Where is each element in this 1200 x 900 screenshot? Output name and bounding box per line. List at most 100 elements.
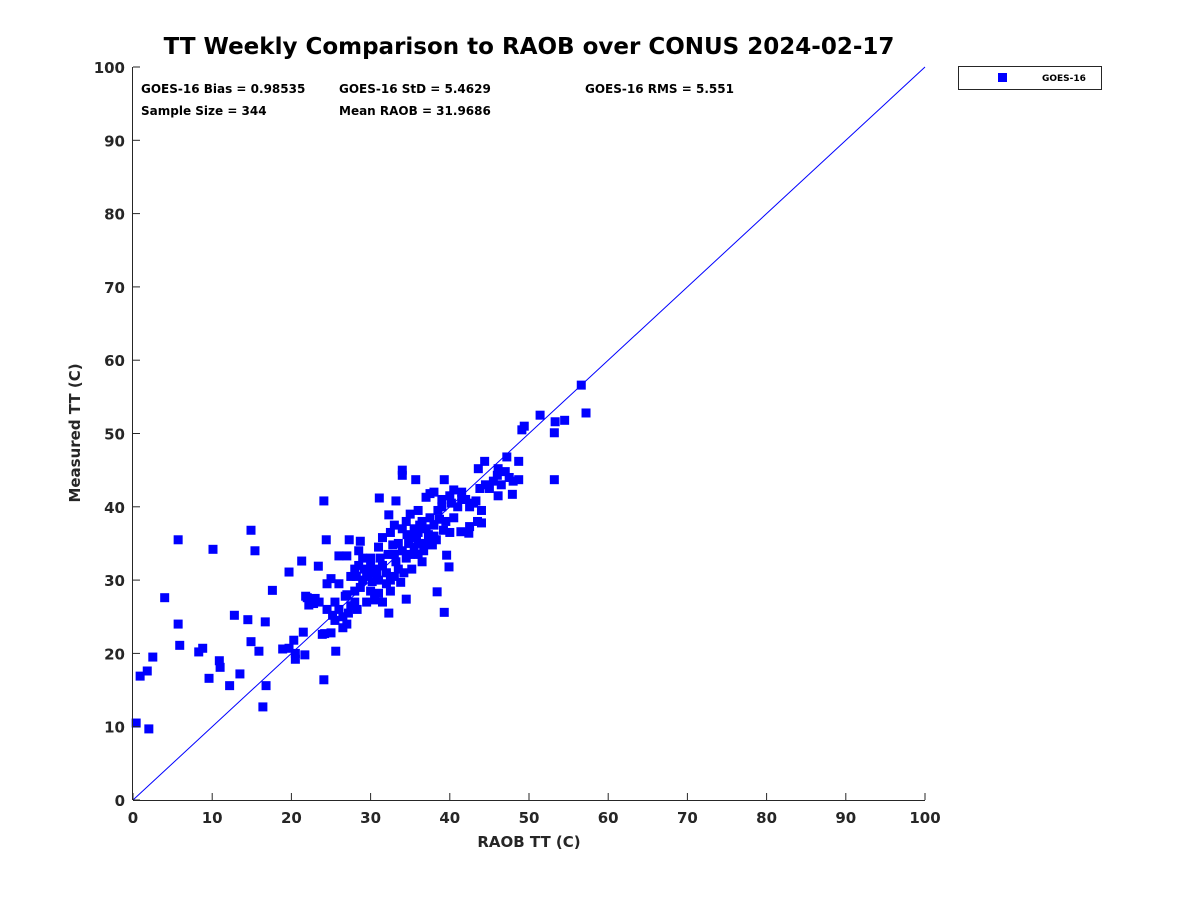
data-point bbox=[396, 577, 406, 587]
data-point bbox=[284, 567, 294, 577]
data-point bbox=[319, 675, 329, 685]
data-point bbox=[449, 485, 459, 495]
data-point bbox=[397, 524, 407, 534]
data-point bbox=[401, 516, 411, 526]
data-point bbox=[208, 544, 218, 554]
data-point bbox=[514, 475, 524, 485]
data-point bbox=[413, 549, 423, 559]
data-point bbox=[321, 535, 331, 545]
y-tick-label: 60 bbox=[104, 352, 125, 370]
data-point bbox=[354, 546, 364, 556]
annotation-sample-size: Sample Size = 344 bbox=[141, 104, 267, 118]
data-point bbox=[391, 557, 401, 567]
data-point bbox=[260, 617, 270, 627]
data-point bbox=[488, 476, 498, 486]
data-point bbox=[438, 525, 448, 535]
data-point bbox=[385, 586, 395, 596]
data-point bbox=[338, 612, 348, 622]
data-point bbox=[413, 538, 423, 548]
data-point bbox=[385, 527, 395, 537]
data-point bbox=[289, 635, 299, 645]
data-point bbox=[246, 637, 256, 647]
data-point bbox=[319, 496, 329, 506]
data-point bbox=[507, 489, 517, 499]
data-point bbox=[461, 494, 471, 504]
data-point bbox=[326, 628, 336, 638]
y-axis-label: Measured TT (C) bbox=[66, 363, 84, 502]
data-point bbox=[444, 562, 454, 572]
y-tick-label: 50 bbox=[104, 426, 125, 444]
data-point bbox=[457, 487, 467, 497]
data-point bbox=[508, 476, 518, 486]
data-point bbox=[476, 518, 486, 528]
legend: GOES-16 bbox=[958, 66, 1102, 90]
data-point bbox=[384, 608, 394, 618]
data-point bbox=[355, 536, 365, 546]
data-point bbox=[331, 646, 341, 656]
data-point bbox=[204, 673, 214, 683]
data-point bbox=[374, 542, 384, 552]
data-point bbox=[549, 475, 559, 485]
data-point bbox=[397, 470, 407, 480]
data-point bbox=[397, 465, 407, 475]
y-tick-label: 40 bbox=[104, 499, 125, 517]
data-point bbox=[446, 498, 456, 508]
data-point bbox=[297, 556, 307, 566]
x-tick-label: 30 bbox=[360, 809, 381, 827]
data-point bbox=[381, 579, 391, 589]
data-point bbox=[290, 648, 300, 658]
data-point bbox=[429, 520, 439, 530]
data-point bbox=[354, 560, 364, 570]
data-point bbox=[173, 619, 183, 629]
y-tick-label: 100 bbox=[94, 59, 125, 77]
data-point bbox=[301, 591, 311, 601]
axes bbox=[132, 66, 926, 801]
data-point bbox=[412, 533, 422, 543]
data-point bbox=[405, 549, 415, 559]
annotation-std: GOES-16 StD = 5.4629 bbox=[339, 82, 491, 96]
data-point bbox=[214, 656, 224, 666]
data-point bbox=[235, 669, 245, 679]
data-point bbox=[198, 643, 208, 653]
data-point bbox=[366, 553, 376, 563]
reference-line bbox=[132, 66, 926, 801]
data-point bbox=[493, 491, 503, 501]
data-point bbox=[560, 415, 570, 425]
data-point bbox=[401, 594, 411, 604]
data-point bbox=[313, 561, 323, 571]
data-point bbox=[278, 644, 288, 654]
data-point bbox=[366, 586, 376, 596]
data-point bbox=[421, 524, 431, 534]
data-point bbox=[431, 535, 441, 545]
x-tick-labels: 0 10 20 30 40 50 60 70 80 90 100 bbox=[128, 809, 941, 827]
data-point bbox=[342, 551, 352, 561]
data-point bbox=[355, 582, 365, 592]
data-point bbox=[284, 643, 294, 653]
data-point bbox=[322, 579, 332, 589]
data-point bbox=[514, 456, 524, 466]
data-point bbox=[393, 564, 403, 574]
legend-entry-goes16: GOES-16 bbox=[1042, 74, 1086, 84]
data-point bbox=[330, 597, 340, 607]
data-point bbox=[374, 575, 384, 585]
data-point bbox=[374, 588, 384, 598]
data-point bbox=[328, 610, 338, 620]
data-point bbox=[550, 417, 560, 427]
x-tick-label: 90 bbox=[835, 809, 856, 827]
data-point bbox=[148, 652, 158, 662]
data-point bbox=[453, 502, 463, 512]
x-tick-label: 0 bbox=[128, 809, 138, 827]
data-point bbox=[549, 428, 559, 438]
data-point bbox=[375, 553, 385, 563]
data-point bbox=[309, 599, 319, 609]
data-point bbox=[435, 514, 445, 524]
x-tick-label: 20 bbox=[281, 809, 302, 827]
x-tick-label: 10 bbox=[202, 809, 223, 827]
data-point bbox=[389, 571, 399, 581]
y-tick-label: 70 bbox=[104, 279, 125, 297]
data-point bbox=[427, 540, 437, 550]
x-tick-label: 100 bbox=[909, 809, 940, 827]
data-point bbox=[419, 546, 429, 556]
y-tick-label: 30 bbox=[104, 572, 125, 590]
